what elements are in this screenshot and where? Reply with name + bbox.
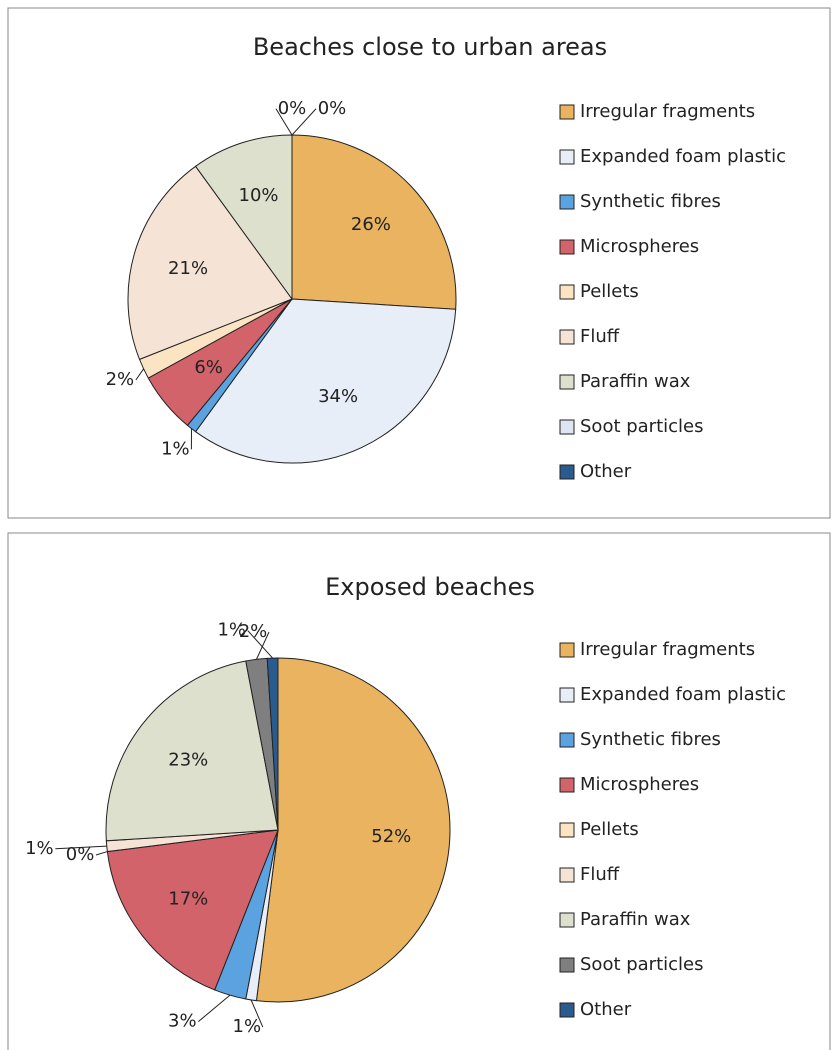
legend-swatch	[559, 822, 575, 838]
chart-title: Beaches close to urban areas	[253, 33, 607, 61]
legend-label: Microspheres	[580, 236, 699, 257]
legend-label: Pellets	[580, 819, 639, 840]
legend-label: Irregular fragments	[580, 639, 755, 660]
data-label: 26%	[351, 214, 391, 235]
pie-slice	[291, 134, 457, 310]
data-label: 0%	[278, 98, 307, 119]
legend-label: Fluff	[580, 326, 620, 347]
pie-slice	[255, 657, 451, 1003]
data-label: 23%	[168, 749, 208, 770]
pie-slice	[194, 298, 457, 464]
legend-label: Microspheres	[580, 774, 699, 795]
legend-swatch	[559, 194, 575, 210]
legend-label: Paraffin wax	[580, 371, 691, 392]
legend-swatch	[559, 1002, 575, 1018]
data-label: 21%	[168, 258, 208, 279]
legend-label: Synthetic fibres	[580, 191, 721, 212]
legend-label: Irregular fragments	[580, 101, 755, 122]
legend-swatch	[559, 374, 575, 390]
leader-line	[95, 851, 108, 856]
data-label: 2%	[239, 621, 268, 642]
legend-swatch	[559, 104, 575, 120]
pie-slice	[105, 660, 279, 842]
legend-swatch	[559, 867, 575, 883]
leader-line	[247, 630, 273, 659]
legend-label: Other	[580, 999, 632, 1020]
pie-slice	[106, 829, 279, 991]
data-label: 1%	[25, 838, 54, 859]
data-label: 10%	[239, 185, 279, 206]
leader-line	[275, 108, 293, 136]
legend-label: Expanded foam plastic	[580, 684, 786, 705]
legend-swatch	[559, 912, 575, 928]
legend-label: Soot particles	[580, 954, 704, 975]
legend-label: Expanded foam plastic	[580, 146, 786, 167]
chart-title: Exposed beaches	[325, 573, 535, 601]
data-label: 3%	[168, 1011, 197, 1032]
legend-label: Synthetic fibres	[580, 729, 721, 750]
data-label: 17%	[168, 889, 208, 910]
legend-swatch	[559, 419, 575, 435]
legend-label: Pellets	[580, 281, 639, 302]
leader-line	[250, 999, 264, 1028]
data-label: 0%	[318, 98, 347, 119]
legend-swatch	[559, 464, 575, 480]
legend-label: Other	[580, 461, 632, 482]
data-label: 6%	[194, 357, 223, 378]
leader-line	[55, 845, 107, 850]
legend-swatch	[559, 329, 575, 345]
data-label: 34%	[318, 386, 358, 407]
legend-label: Fluff	[580, 864, 620, 885]
legend-label: Soot particles	[580, 416, 704, 437]
legend-swatch	[559, 284, 575, 300]
legend-swatch	[559, 239, 575, 255]
legend-swatch	[559, 687, 575, 703]
pie-slice	[127, 165, 293, 361]
data-label: 1%	[161, 438, 190, 459]
data-label: 52%	[371, 826, 411, 847]
legend-swatch	[559, 149, 575, 165]
legend-swatch	[559, 732, 575, 748]
data-label: 2%	[106, 369, 135, 390]
legend-swatch	[559, 642, 575, 658]
data-label: 1%	[217, 620, 246, 641]
pie-slice	[194, 134, 293, 301]
leader-line	[135, 368, 145, 381]
legend-swatch	[559, 777, 575, 793]
legend-swatch	[559, 957, 575, 973]
leader-line	[255, 631, 270, 660]
leader-line	[198, 994, 231, 1022]
legend-label: Paraffin wax	[580, 909, 691, 930]
data-label: 1%	[233, 1016, 262, 1037]
data-label: 0%	[66, 844, 95, 865]
leader-line	[291, 108, 317, 136]
